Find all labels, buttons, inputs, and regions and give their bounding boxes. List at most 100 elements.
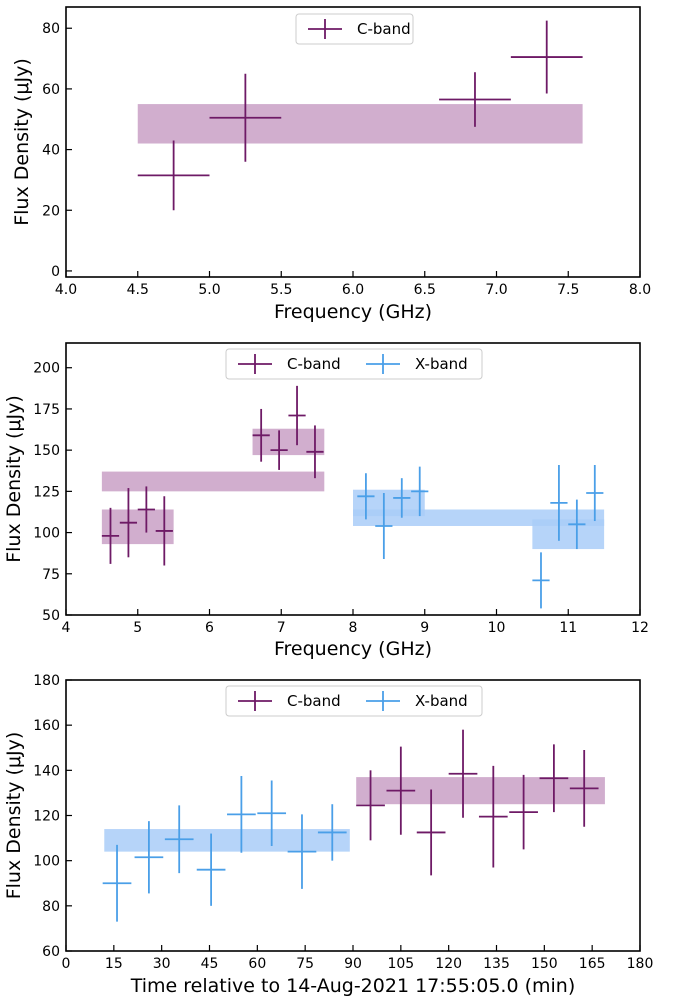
y-axis-label: Flux Density (μJy) (3, 732, 25, 900)
x-band-point-4 (411, 466, 429, 517)
x-tick-label: 135 (483, 956, 510, 972)
y-tick-label: 40 (42, 143, 60, 159)
x-band-point-1 (102, 844, 132, 922)
y-tick-label: 200 (33, 361, 60, 377)
y-tick-label: 0 (51, 264, 60, 280)
x-tick-label: 15 (105, 956, 123, 972)
x-tick-label: 8 (349, 620, 358, 636)
band-x-band-1 (104, 829, 350, 852)
c-band-point-7 (288, 385, 306, 446)
x-tick-label: 4.0 (55, 282, 77, 298)
x-tick-label: 5 (133, 620, 142, 636)
x-band-point-3 (164, 805, 194, 874)
x-band-point-1 (357, 473, 375, 520)
y-tick-label: 20 (42, 203, 60, 219)
y-axis-label: Flux Density (μJy) (3, 395, 25, 563)
x-tick-label: 6.5 (414, 282, 436, 298)
legend-label-x-band: X-band (415, 355, 468, 373)
x-band-point-7 (568, 499, 586, 550)
x-axis-label: Frequency (GHz) (274, 301, 432, 323)
legend-marker-x-band (366, 691, 400, 711)
x-band-point-8 (586, 464, 604, 522)
band-c-band-1 (137, 104, 583, 144)
c-band-point-4 (510, 20, 583, 94)
c-band-point-6 (270, 430, 288, 470)
panel-2: 4 5 6 7 8 9 10 11 12 50 75 100 125 150 175 200 Frequency… (3, 342, 649, 660)
x-band-point-3 (393, 478, 411, 518)
legend: C-band (295, 13, 414, 45)
x-tick-label: 0 (62, 956, 71, 972)
c-band-point-4 (155, 496, 173, 566)
x-tick-label: 5.5 (270, 282, 292, 298)
x-band-point-5 (227, 775, 256, 853)
y-tick-label: 150 (33, 443, 60, 459)
y-tick-label: 160 (33, 718, 60, 734)
c-band-point-1 (137, 140, 210, 211)
c-band-point-6 (509, 774, 538, 850)
y-tick-label: 50 (42, 608, 60, 624)
c-band-point-1 (101, 507, 120, 564)
x-axis-label: Frequency (GHz) (274, 638, 432, 660)
legend-marker-c-band (238, 691, 272, 711)
legend-label-c-band: C-band (357, 20, 411, 38)
x-tick-label: 60 (248, 956, 266, 972)
y-tick-label: 140 (33, 763, 60, 779)
x-tick-label: 6.0 (342, 282, 364, 298)
c-band-point-2 (209, 73, 282, 162)
x-tick-label: 7.0 (485, 282, 507, 298)
panel-1: 4.0 4.5 5.0 5.5 6.0 6.5 7.0 7.5 8.0 0 20 40 60 80 Freq… (11, 6, 651, 323)
c-band-point-5 (252, 408, 270, 462)
legend-marker-c-band (238, 354, 272, 374)
legend-label-c-band: C-band (287, 692, 341, 710)
c-band-point-8 (569, 750, 599, 827)
c-band-point-1 (356, 770, 385, 841)
x-tick-label: 11 (559, 620, 577, 636)
y-tick-label: 100 (33, 526, 60, 542)
c-band-point-3 (439, 72, 511, 127)
legend: C-band X-band (225, 348, 483, 380)
x-band-point-6 (257, 780, 287, 846)
x-tick-label: 4.5 (127, 282, 149, 298)
x-tick-label: 4 (62, 620, 71, 636)
band-c-band-3 (252, 428, 325, 456)
y-tick-label: 175 (33, 402, 60, 418)
x-tick-label: 180 (627, 956, 654, 972)
y-tick-label: 120 (33, 809, 60, 825)
y-tick-label: 75 (42, 567, 60, 583)
y-tick-label: 60 (42, 944, 60, 960)
y-tick-label: 125 (33, 484, 60, 500)
x-tick-label: 165 (579, 956, 606, 972)
x-tick-label: 90 (344, 956, 362, 972)
x-tick-label: 7.5 (557, 282, 579, 298)
c-band-point-2 (386, 746, 416, 835)
c-band-point-3 (137, 486, 155, 533)
x-tick-label: 7 (277, 620, 286, 636)
legend-label-x-band: X-band (415, 692, 468, 710)
x-tick-label: 150 (531, 956, 558, 972)
x-tick-label: 8.0 (629, 282, 651, 298)
c-band-point-8 (306, 425, 324, 479)
x-band-point-7 (287, 814, 317, 889)
x-tick-label: 9 (420, 620, 429, 636)
x-tick-label: 30 (153, 956, 171, 972)
x-band-point-2 (134, 821, 164, 894)
panel-3: 0 15 30 45 60 75 90 105 120 135 150 165 180 60 80 100 12… (3, 673, 653, 997)
y-tick-label: 100 (33, 854, 60, 870)
panels: 4.0 4.5 5.0 5.5 6.0 6.5 7.0 7.5 8.0020406080Freq… (3, 6, 653, 997)
x-band-point-4 (196, 833, 226, 906)
x-axis-label: Time relative to 14-Aug-2021 17:55:05.0 … (130, 975, 575, 997)
band-x-band-5 (353, 489, 425, 517)
x-tick-label: 6 (205, 620, 214, 636)
y-tick-label: 80 (42, 899, 60, 915)
c-band-point-5 (478, 765, 508, 868)
x-tick-label: 5.0 (198, 282, 220, 298)
c-band-point-7 (539, 744, 569, 813)
x-band-point-6 (550, 464, 568, 541)
x-band-point-8 (317, 804, 347, 861)
x-band-point-2 (375, 493, 393, 559)
x-tick-label: 75 (296, 956, 314, 972)
legend-label-c-band: C-band (287, 355, 341, 373)
x-band-point-5 (532, 552, 550, 609)
legend: C-band X-band (225, 685, 483, 717)
